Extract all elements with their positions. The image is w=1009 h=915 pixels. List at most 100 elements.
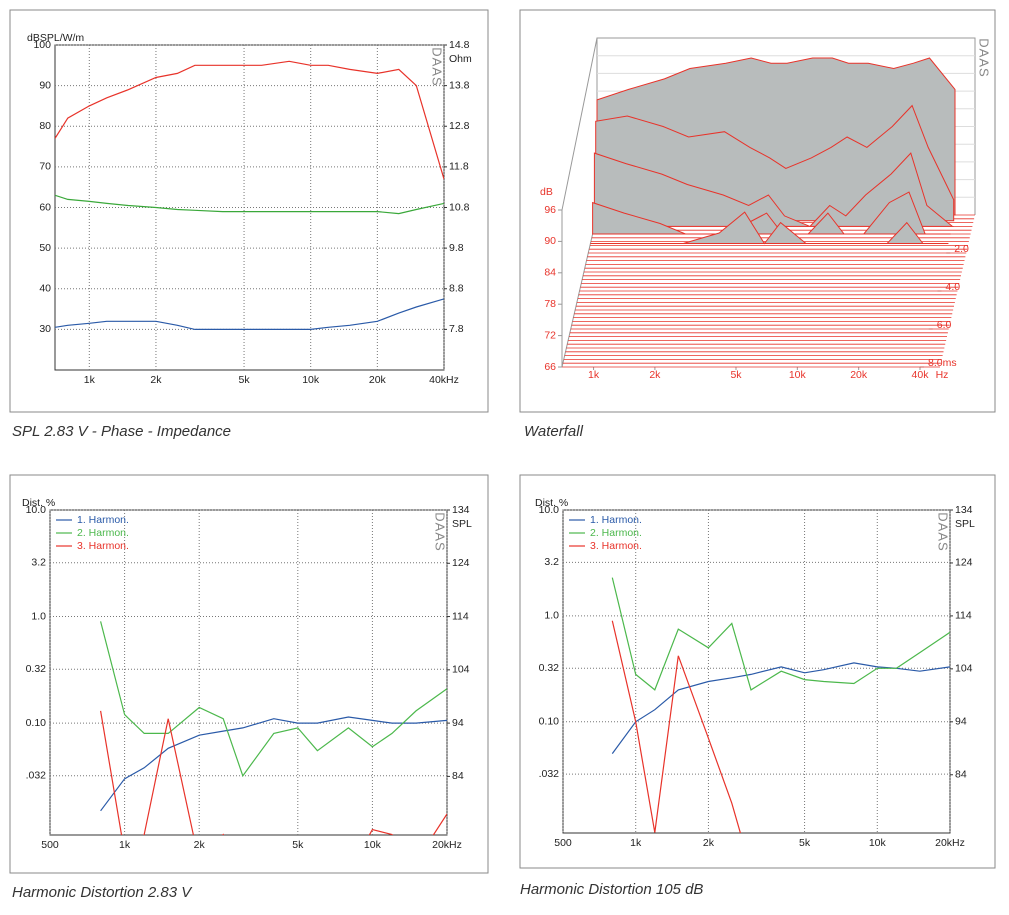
y-tick-label: 0.32 <box>26 663 47 675</box>
x-tick-label: 1k <box>588 369 600 381</box>
x-tick-label: 5k <box>730 369 742 381</box>
y-tick-label: 10.0 <box>539 504 560 516</box>
series-line <box>55 194 444 215</box>
x-tick-label: 2k <box>150 374 162 386</box>
y-tick-label: 78 <box>544 298 556 310</box>
legend-label: 3. Harmon. <box>590 540 642 552</box>
y2-tick-label: 12.8 <box>449 120 470 132</box>
y-tick-label: 72 <box>544 329 556 341</box>
x-tick-label: 5k <box>799 837 811 849</box>
x-axis-label: Hz <box>936 369 949 381</box>
x-tick-label: 10k <box>364 839 382 851</box>
x-tick-label: 20k <box>850 369 868 381</box>
x-tick-label: 1k <box>84 374 96 386</box>
y2-tick-label: 94 <box>452 717 464 729</box>
y-tick-label: .032 <box>539 768 560 780</box>
y2-tick-label: 124 <box>452 557 470 569</box>
x-tick-label: 10k <box>302 374 320 386</box>
y2-tick-label: 104 <box>955 663 973 675</box>
y-tick-label: 0.10 <box>26 717 47 729</box>
x-tick-label: 20kHz <box>432 839 462 851</box>
y-tick-label: 10.0 <box>26 504 47 516</box>
x-tick-label: 1k <box>119 839 131 851</box>
y-tick-label: 60 <box>39 201 51 213</box>
series-line <box>611 577 950 691</box>
y-tick-label: 0.10 <box>539 716 560 728</box>
y2-tick-label: 84 <box>955 769 967 781</box>
x-tick-label: 10k <box>869 837 887 849</box>
y2-tick-label: 114 <box>955 610 972 622</box>
y-tick-label: 96 <box>544 204 556 216</box>
y-tick-label: 30 <box>39 323 51 335</box>
x-tick-label: 2k <box>703 837 715 849</box>
y-tick-label: .032 <box>26 770 47 782</box>
legend-label: 1. Harmon. <box>590 514 642 526</box>
x-tick-label: 2k <box>649 369 661 381</box>
y-tick-label: 3.2 <box>544 556 559 568</box>
y-tick-label: 90 <box>544 235 556 247</box>
y-axis-label: dBSPL/W/m <box>27 32 84 44</box>
x-tick-label: 40k <box>912 369 930 381</box>
x-tick-label: 20k <box>369 374 387 386</box>
y-tick-label: 80 <box>39 120 51 132</box>
waterfall-slice <box>590 211 949 245</box>
y-tick-label: 84 <box>544 267 556 279</box>
legend-label: 2. Harmon. <box>590 527 642 539</box>
y2-axis-label: SPL <box>955 518 975 530</box>
y-tick-label: 100 <box>33 39 51 51</box>
y2-tick-label: 14.8 <box>449 39 470 51</box>
legend-label: 3. Harmon. <box>77 540 129 552</box>
watermark: DAAS <box>936 512 951 551</box>
y2-tick-label: 104 <box>452 664 470 676</box>
y2-tick-label: 134 <box>955 504 973 516</box>
y2-axis-label: Ohm <box>449 53 472 65</box>
plot-area <box>562 509 951 834</box>
series-line <box>55 298 444 330</box>
y-tick-label: 0.32 <box>539 662 560 674</box>
y2-tick-label: 9.8 <box>449 242 464 254</box>
x-tick-label: 2k <box>194 839 206 851</box>
series-line <box>100 621 447 778</box>
y-tick-label: 3.2 <box>31 557 46 569</box>
y-axis-label: Dist. % <box>535 497 568 509</box>
legend-label: 1. Harmon. <box>77 514 129 526</box>
legend-label: 2. Harmon. <box>77 527 129 539</box>
plot-area <box>49 509 448 836</box>
watermark: DAAS <box>977 38 992 77</box>
x-tick-label: 10k <box>789 369 807 381</box>
series-line <box>611 620 742 833</box>
y-axis-label: Dist. % <box>22 497 55 509</box>
y-tick-label: 70 <box>39 161 51 173</box>
y2-tick-label: 7.8 <box>449 323 464 335</box>
y2-tick-label: 10.8 <box>449 201 470 213</box>
x-tick-label: 500 <box>41 839 59 851</box>
y2-tick-label: 8.8 <box>449 283 464 295</box>
y-tick-label: 90 <box>39 79 51 91</box>
y-tick-label: 40 <box>39 283 51 295</box>
y-tick-label: 1.0 <box>31 610 46 622</box>
x-tick-label: 500 <box>554 837 572 849</box>
y2-tick-label: 11.8 <box>449 161 469 173</box>
y2-tick-label: 124 <box>955 557 973 569</box>
y2-axis-label: SPL <box>452 518 472 530</box>
y2-tick-label: 13.8 <box>449 79 470 91</box>
series-line <box>55 60 444 180</box>
caption: SPL 2.83 V - Phase - Impedance <box>12 423 231 440</box>
y2-tick-label: 114 <box>452 610 469 622</box>
x-tick-label: 40kHz <box>429 374 459 386</box>
y-axis-label: dB <box>540 186 553 198</box>
caption: Harmonic Distortion 105 dB <box>520 881 703 898</box>
y-tick-label: 66 <box>544 361 556 373</box>
watermark: DAAS <box>430 47 445 86</box>
watermark: DAAS <box>433 512 448 551</box>
y-tick-label: 1.0 <box>544 610 559 622</box>
series-line <box>100 716 447 812</box>
x-tick-label: 1k <box>630 837 642 849</box>
y-tick-label: 50 <box>39 242 51 254</box>
caption: Harmonic Distortion 2.83 V <box>12 884 193 901</box>
x-tick-label: 20kHz <box>935 837 965 849</box>
x-tick-label: 5k <box>292 839 304 851</box>
y2-tick-label: 94 <box>955 716 967 728</box>
